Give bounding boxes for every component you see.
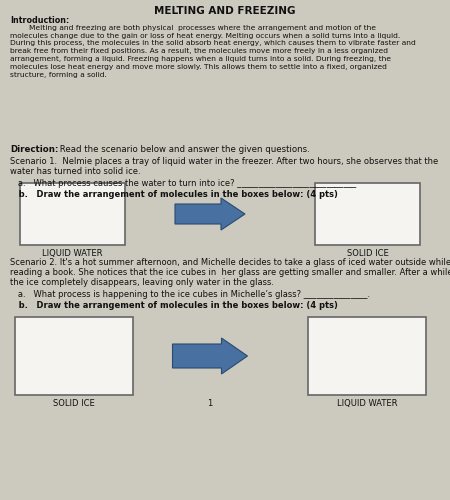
Text: Scenario 2. It's a hot summer afternoon, and Michelle decides to take a glass of: Scenario 2. It's a hot summer afternoon,… bbox=[10, 258, 450, 267]
Bar bbox=[15, 317, 133, 395]
Text: LIQUID WATER: LIQUID WATER bbox=[337, 399, 397, 408]
Text: Direction:: Direction: bbox=[10, 145, 59, 154]
Text: b.   Draw the arrangement of molecules in the boxes below: (4 pts): b. Draw the arrangement of molecules in … bbox=[10, 301, 338, 310]
Text: reading a book. She notices that the ice cubes in  her glass are getting smaller: reading a book. She notices that the ice… bbox=[10, 268, 450, 277]
Text: a.   What process is happening to the ice cubes in Michelle’s glass? ___________: a. What process is happening to the ice … bbox=[10, 290, 370, 299]
Text: LIQUID WATER: LIQUID WATER bbox=[42, 249, 103, 258]
Bar bbox=[315, 183, 420, 245]
Text: a.   What process causes the water to turn into ice? ___________________________: a. What process causes the water to turn… bbox=[10, 179, 356, 188]
Text: Scenario 1.  Nelmie places a tray of liquid water in the freezer. After two hour: Scenario 1. Nelmie places a tray of liqu… bbox=[10, 157, 438, 166]
Text: MELTING AND FREEZING: MELTING AND FREEZING bbox=[154, 6, 296, 16]
Text: 1: 1 bbox=[207, 399, 212, 408]
Text: Melting and freezing are both physical  processes where the arrangement and moti: Melting and freezing are both physical p… bbox=[10, 25, 416, 78]
FancyArrow shape bbox=[175, 198, 245, 230]
FancyArrow shape bbox=[172, 338, 248, 374]
Text: Introduction:: Introduction: bbox=[10, 16, 69, 25]
Text: the ice completely disappears, leaving only water in the glass.: the ice completely disappears, leaving o… bbox=[10, 278, 274, 287]
Bar bbox=[20, 183, 125, 245]
Text: Read the scenario below and answer the given questions.: Read the scenario below and answer the g… bbox=[57, 145, 310, 154]
Text: b.   Draw the arrangement of molecules in the boxes below: (4 pts): b. Draw the arrangement of molecules in … bbox=[10, 190, 338, 199]
Bar bbox=[308, 317, 426, 395]
Text: water has turned into solid ice.: water has turned into solid ice. bbox=[10, 167, 140, 176]
Text: SOLID ICE: SOLID ICE bbox=[53, 399, 95, 408]
Text: SOLID ICE: SOLID ICE bbox=[346, 249, 388, 258]
